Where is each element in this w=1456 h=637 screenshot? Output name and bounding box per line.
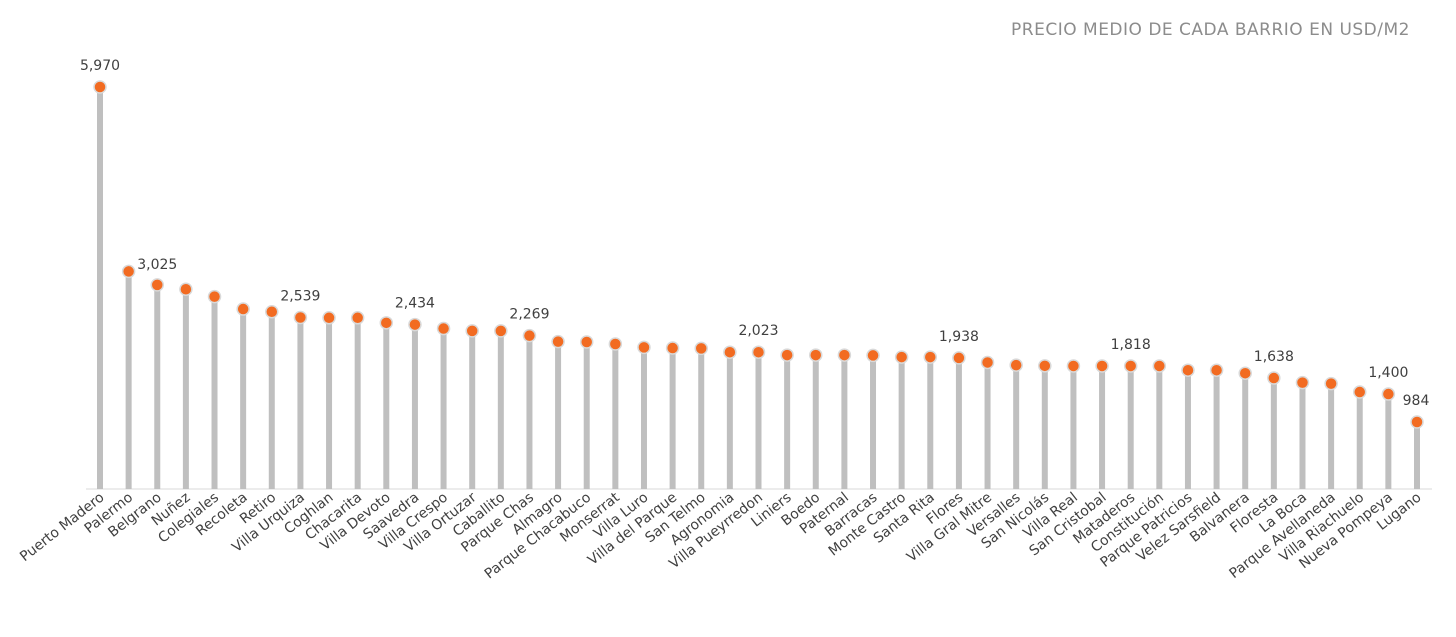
markers-group — [93, 80, 1424, 429]
data-point — [894, 350, 909, 364]
data-point — [93, 80, 107, 94]
data-point — [207, 289, 222, 304]
data-point — [866, 348, 880, 363]
data-label: 2,539 — [280, 289, 320, 305]
data-point — [952, 351, 966, 365]
data-point — [1009, 358, 1023, 372]
data-point — [379, 316, 394, 330]
data-point — [637, 340, 651, 355]
data-point — [322, 311, 336, 325]
data-point — [1410, 415, 1424, 429]
data-point — [1324, 376, 1338, 391]
data-label: 1,400 — [1368, 365, 1408, 381]
data-point — [1238, 366, 1252, 380]
data-point — [665, 341, 680, 355]
data-label: 984 — [1403, 393, 1430, 409]
data-point — [1267, 371, 1281, 385]
data-point — [465, 324, 479, 338]
data-point — [723, 345, 737, 359]
data-point — [1066, 359, 1081, 373]
data-point — [179, 282, 193, 296]
data-point — [1352, 385, 1367, 399]
data-point — [1123, 359, 1138, 373]
data-label: 1,818 — [1111, 337, 1151, 353]
data-label: 2,023 — [738, 323, 778, 339]
data-point — [1181, 363, 1195, 377]
data-label: 2,269 — [509, 307, 549, 323]
data-point — [1381, 387, 1396, 401]
data-point — [265, 304, 279, 319]
data-point — [751, 345, 766, 359]
data-point — [408, 317, 422, 332]
data-point — [350, 311, 365, 325]
data-point — [1152, 359, 1167, 373]
data-point — [551, 334, 565, 349]
data-point — [150, 278, 165, 292]
data-point — [293, 310, 308, 325]
data-label: 1,638 — [1254, 349, 1294, 365]
data-point — [1295, 375, 1310, 390]
data-label: 5,970 — [80, 58, 120, 74]
data-point — [694, 341, 708, 356]
data-label: 1,938 — [939, 329, 979, 345]
data-point — [837, 348, 852, 362]
data-point — [1095, 359, 1109, 373]
data-point — [923, 350, 938, 364]
data-point — [579, 335, 594, 349]
data-point — [608, 337, 623, 351]
data-point — [1209, 363, 1224, 377]
data-point — [121, 264, 136, 279]
chart-title: PRECIO MEDIO DE CADA BARRIO EN USD/M2 — [1011, 20, 1410, 40]
data-point — [1038, 359, 1052, 373]
x-tick-labels-group: Puerto MaderoPalermoBelgranoNuñezColegia… — [17, 489, 1424, 582]
data-label: 2,434 — [395, 296, 435, 312]
data-point — [980, 355, 995, 370]
data-point — [494, 324, 508, 338]
data-point — [809, 348, 823, 362]
data-point — [780, 348, 794, 362]
stems-group — [97, 87, 1420, 489]
data-point — [436, 321, 451, 336]
data-point — [236, 302, 250, 316]
data-point — [522, 328, 537, 343]
data-labels-group: 5,970 3,025 2,539 2,434 2,269 2,023 1,938 1,818… — [80, 58, 1429, 409]
data-label: 3,025 — [137, 257, 177, 273]
